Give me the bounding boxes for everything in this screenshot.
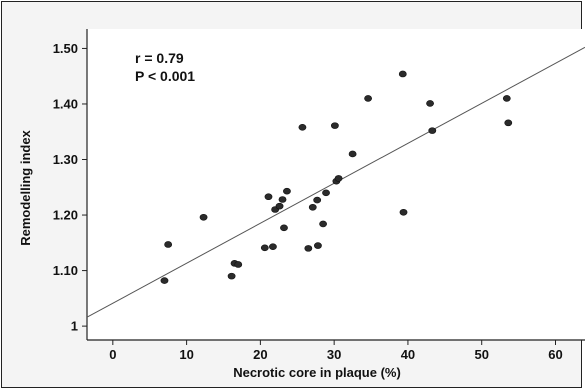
data-point: [280, 224, 288, 232]
data-point: [504, 119, 513, 127]
data-point: [278, 196, 287, 203]
data-point: [330, 122, 339, 129]
x-tick-label: 10: [179, 347, 193, 362]
y-axis-ticks: 1 1.10 1.20 1.30 1.40 1.50: [53, 41, 87, 334]
annotation-r: r = 0.79: [135, 50, 184, 66]
data-point: [319, 220, 327, 228]
x-axis-ticks: 0 10 20 30 40 50 60: [109, 340, 563, 362]
plot-background: [87, 29, 585, 340]
data-point: [314, 242, 322, 249]
data-point: [364, 95, 372, 102]
data-point: [199, 213, 208, 221]
data-point: [283, 187, 291, 195]
data-point: [304, 245, 313, 252]
y-tick-label: 1: [71, 319, 78, 334]
y-tick-label: 1.30: [53, 152, 78, 167]
y-tick-label: 1.40: [53, 96, 78, 111]
x-tick-label: 30: [327, 347, 341, 362]
y-tick-label: 1.20: [53, 208, 78, 223]
data-point: [428, 127, 437, 134]
x-tick-label: 50: [474, 347, 488, 362]
data-point: [313, 196, 322, 204]
x-axis-title: Necrotic core in plaque (%): [233, 365, 401, 380]
annotation-p: P < 0.001: [135, 68, 195, 84]
data-point: [398, 70, 407, 78]
data-point: [426, 100, 434, 107]
data-point: [308, 203, 317, 211]
data-point: [348, 150, 357, 158]
data-point: [275, 202, 284, 210]
y-tick-label: 1.10: [53, 263, 78, 278]
data-point: [502, 95, 511, 102]
y-axis-title: Remodelling index: [18, 129, 33, 245]
data-point: [322, 189, 330, 197]
data-point: [269, 243, 277, 250]
data-point: [264, 193, 273, 201]
x-tick-label: 0: [109, 347, 116, 362]
data-point: [227, 272, 236, 280]
data-points: [160, 70, 513, 284]
data-point: [160, 277, 169, 284]
x-tick-label: 60: [548, 347, 562, 362]
x-tick-label: 20: [253, 347, 267, 362]
data-point: [164, 241, 173, 248]
y-tick-label: 1.50: [53, 41, 78, 56]
data-point: [399, 208, 408, 216]
data-point: [298, 123, 307, 131]
plot-area: 1 1.10 1.20 1.30 1.40 1.50 0 10 20 30 40 50 60 r = …: [53, 29, 585, 362]
data-point: [334, 175, 343, 182]
data-point: [234, 261, 243, 268]
data-point: [260, 244, 269, 252]
x-tick-label: 40: [401, 347, 415, 362]
